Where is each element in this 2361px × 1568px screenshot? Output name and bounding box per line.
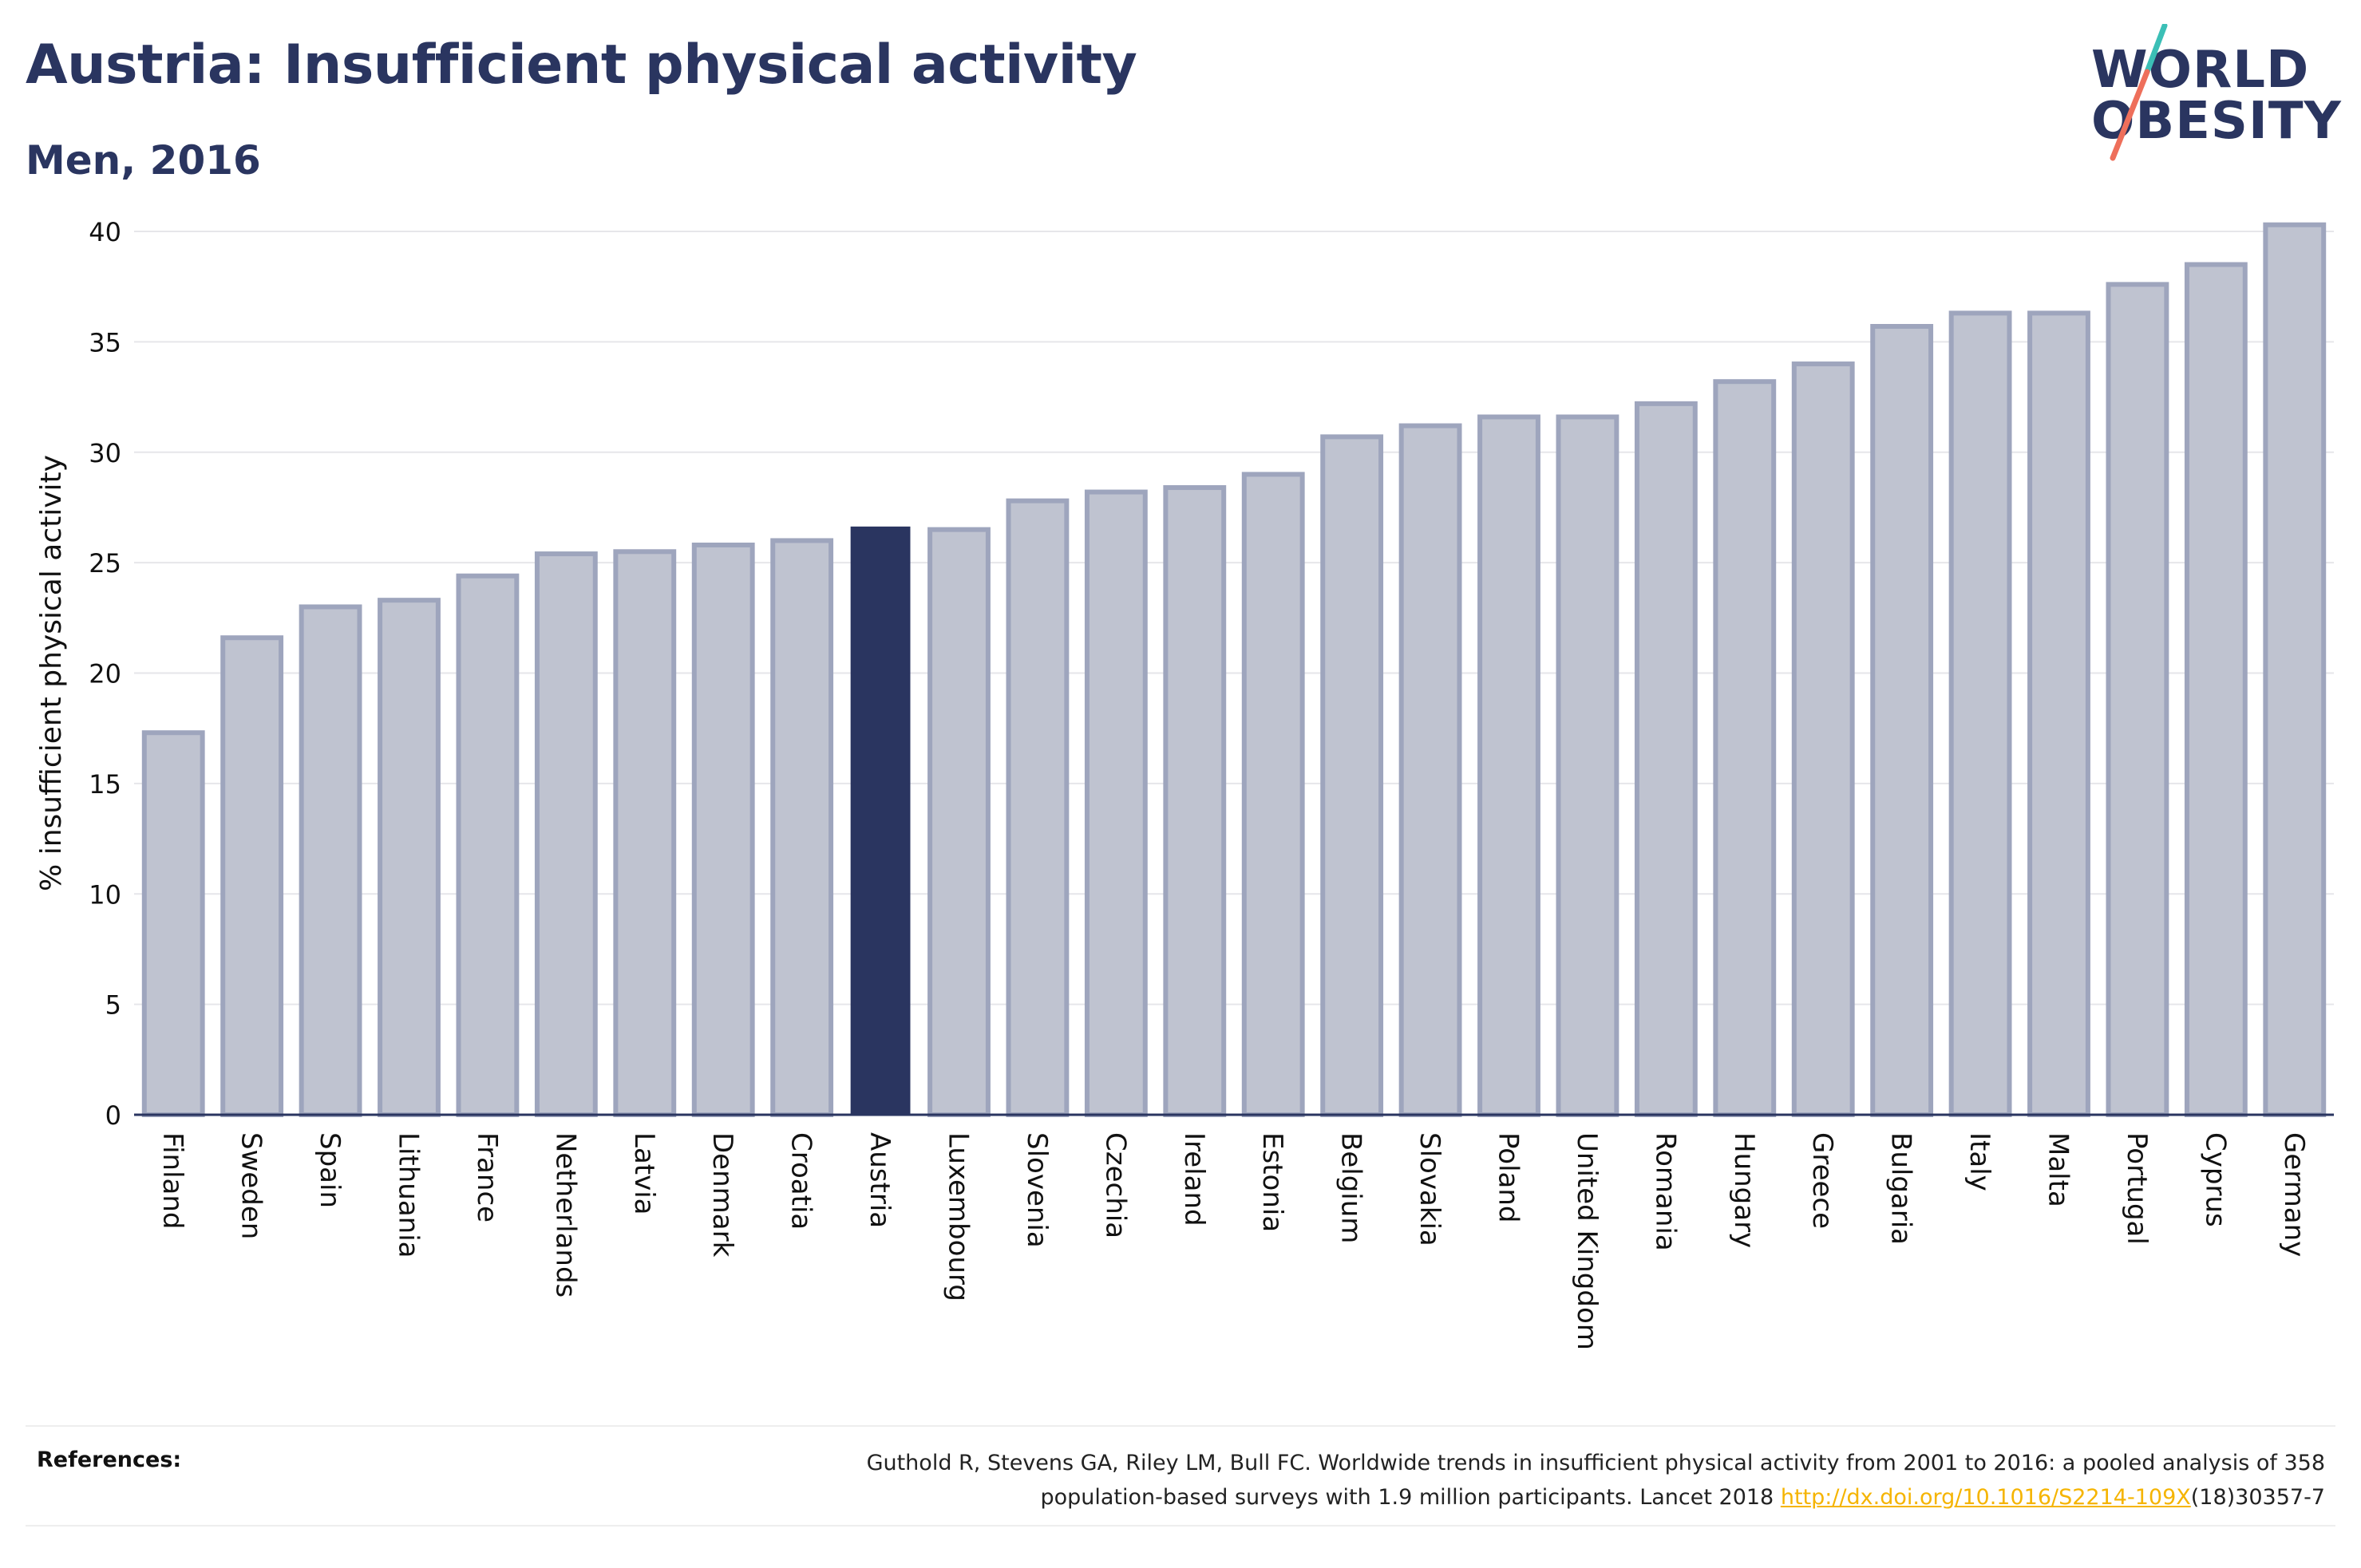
reference-line-2-start: population-based surveys with 1.9 millio…: [1040, 1485, 1781, 1510]
x-tick-label: Hungary: [1728, 1132, 1760, 1248]
y-tick-label: 20: [89, 659, 121, 689]
x-tick-label: France: [471, 1132, 503, 1222]
reference-line-1: Guthold R, Stevens GA, Riley LM, Bull FC…: [866, 1451, 2325, 1475]
footer-divider-bottom: [26, 1525, 2335, 1527]
bar: [1163, 485, 1227, 1117]
x-tick-label: Estonia: [1256, 1132, 1288, 1232]
x-tick-label: Sweden: [235, 1132, 267, 1239]
x-tick-label: Slovakia: [1414, 1132, 1445, 1246]
x-tick-label: Bulgaria: [1885, 1132, 1917, 1245]
chart-subtitle: Men, 2016: [26, 137, 261, 184]
bar: [1948, 310, 2012, 1117]
logo-word-world: WORLD: [2091, 41, 2310, 100]
x-tick-label: Greece: [1806, 1132, 1838, 1229]
x-tick-label: Austria: [864, 1132, 896, 1228]
reference-line-2-end: (18)30357-7: [2190, 1485, 2325, 1510]
bar: [1713, 379, 1777, 1117]
bar: [691, 542, 755, 1117]
y-axis-label: % insufficient physical activity: [35, 455, 68, 891]
bar: [2027, 310, 2090, 1117]
bar-chart: 0 5 10 15 20 25 30 35 40 % insufficient physical …: [35, 217, 2334, 1350]
bar: [613, 549, 677, 1118]
world-obesity-logo: WORLD OBESITY: [2075, 24, 2347, 168]
x-tick-label: Czechia: [1099, 1132, 1131, 1238]
x-tick-label: Finland: [156, 1132, 188, 1230]
x-tick-label: Belgium: [1335, 1132, 1367, 1243]
bar: [456, 573, 520, 1118]
y-tick-label: 35: [89, 327, 121, 357]
bar: [1556, 414, 1619, 1118]
x-tick-label: Poland: [1493, 1132, 1525, 1223]
bar: [1791, 361, 1855, 1118]
y-tick-label: 25: [89, 548, 121, 579]
x-tick-label: Lithuania: [393, 1132, 425, 1258]
y-tick-label: 15: [89, 769, 121, 800]
x-tick-label: United Kingdom: [1571, 1132, 1603, 1350]
x-tick-label: Latvia: [628, 1132, 660, 1215]
bar: [770, 538, 834, 1117]
bar: [220, 635, 284, 1117]
bar: [1006, 498, 1070, 1117]
bar: [378, 598, 441, 1117]
bar: [1477, 414, 1540, 1118]
x-tick-label: Slovenia: [1021, 1132, 1053, 1248]
bar: [2106, 282, 2169, 1117]
bar: [299, 604, 362, 1117]
chart-title: Austria: Insufficient physical activity: [26, 34, 1137, 97]
y-tick-label: 0: [105, 1100, 121, 1131]
x-tick-label: Romania: [1649, 1132, 1681, 1251]
x-tick-label: Malta: [2043, 1132, 2074, 1207]
footer-divider-top: [26, 1425, 2335, 1427]
x-tick-label: Denmark: [706, 1132, 738, 1258]
references-label: References:: [37, 1448, 182, 1472]
bar: [1398, 423, 1462, 1118]
bar: [1634, 401, 1698, 1117]
x-tick-label: Portugal: [2121, 1132, 2153, 1245]
references-text: Guthold R, Stevens GA, Riley LM, Bull FC…: [489, 1446, 2325, 1515]
x-tick-label: Ireland: [1178, 1132, 1210, 1226]
bar: [1320, 434, 1384, 1117]
x-tick-label: Luxembourg: [943, 1132, 975, 1301]
x-tick-label: Croatia: [785, 1132, 817, 1230]
y-tick-label: 30: [89, 438, 121, 468]
bar: [1084, 489, 1148, 1117]
logo-slash-icon: [2110, 24, 2168, 161]
bar: [927, 527, 991, 1117]
y-tick-label: 40: [89, 217, 121, 247]
y-tick-label: 5: [105, 990, 121, 1021]
bar: [2263, 222, 2327, 1117]
x-tick-label: Germany: [2278, 1132, 2310, 1257]
bar: [534, 551, 598, 1117]
x-tick-label: Spain: [314, 1132, 346, 1208]
x-tick-label: Italy: [1964, 1132, 1995, 1191]
bar: [141, 730, 205, 1117]
bar: [2184, 262, 2248, 1118]
y-tick-label: 10: [89, 879, 121, 910]
x-tick-label: Netherlands: [549, 1132, 581, 1297]
bar-highlighted: [850, 526, 911, 1116]
bar: [1870, 324, 1934, 1117]
bar: [1241, 472, 1305, 1117]
reference-doi-link[interactable]: http://dx.doi.org/10.1016/S2214-109X: [1780, 1485, 2191, 1510]
x-tick-label: Cyprus: [2199, 1132, 2231, 1227]
